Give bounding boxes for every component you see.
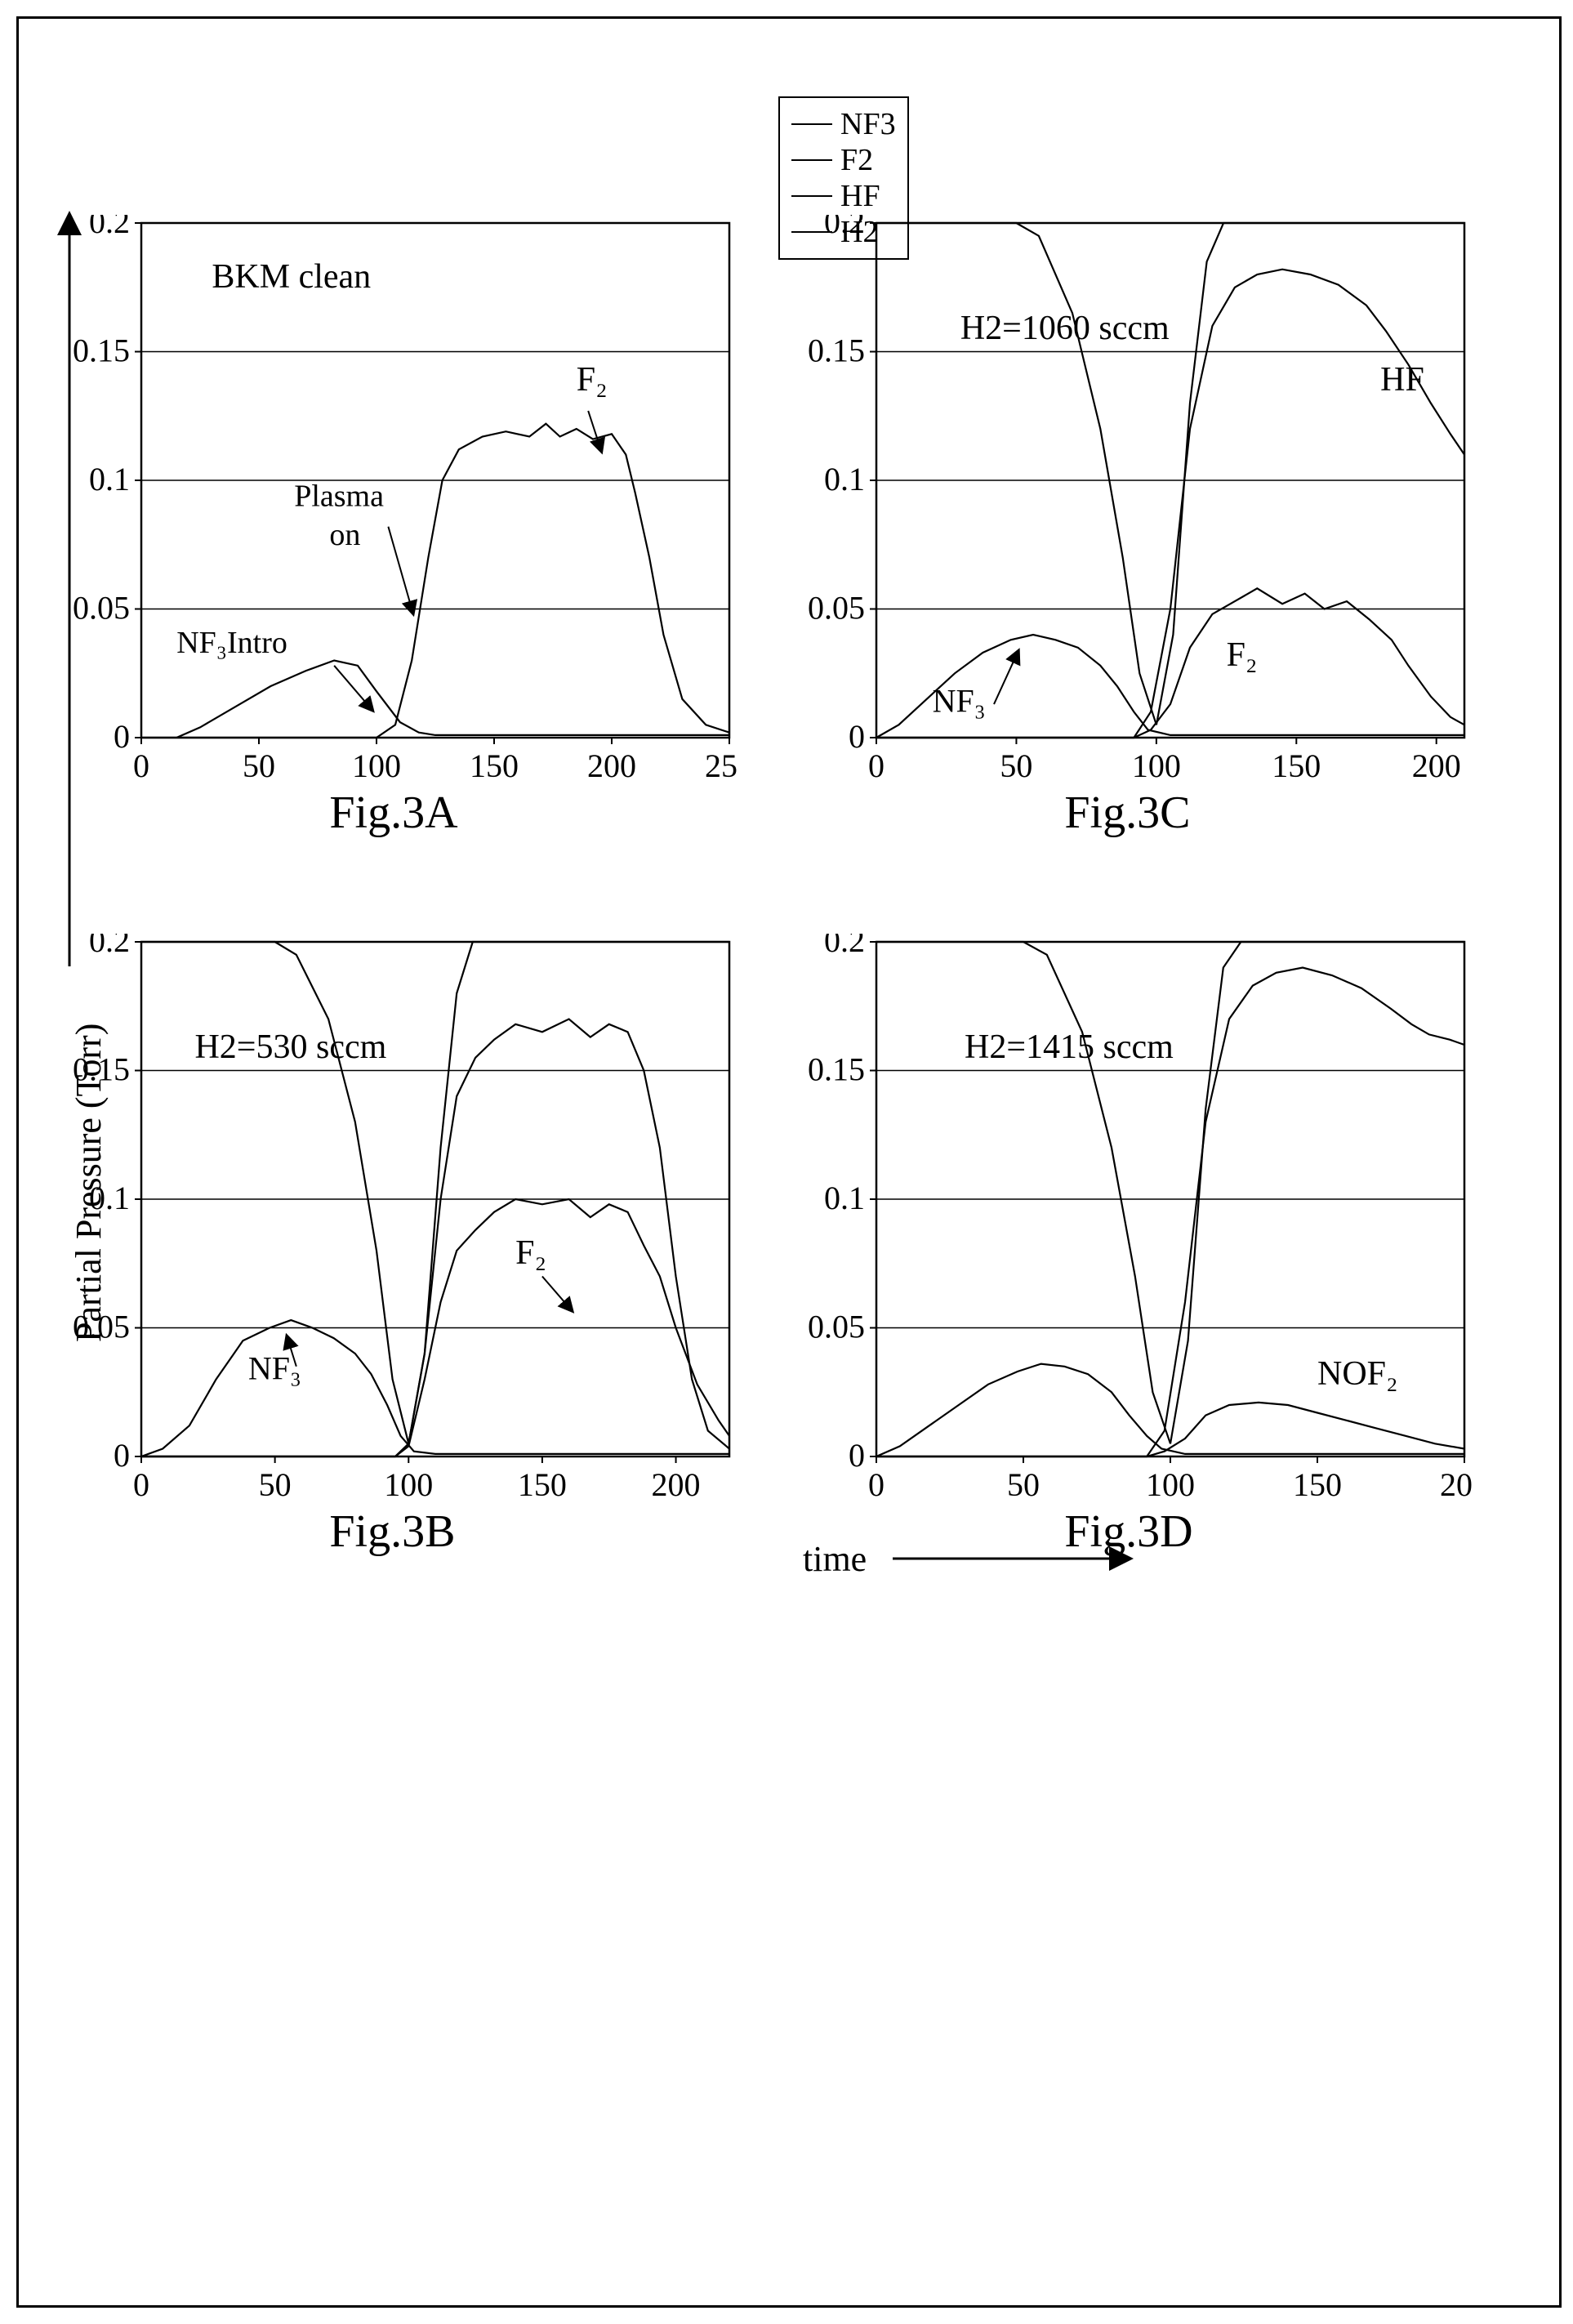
x-axis-label: time xyxy=(803,1538,867,1580)
legend-swatch-icon xyxy=(791,195,832,197)
figure-page: Partial Pressure (Torr) time NF3F2HFH2 0… xyxy=(16,16,1562,2308)
chart-annotation: BKM clean xyxy=(212,258,371,296)
svg-text:0.05: 0.05 xyxy=(808,590,865,627)
chart-annotation: F₂ xyxy=(577,361,608,399)
svg-text:0.2: 0.2 xyxy=(824,934,865,959)
svg-text:150: 150 xyxy=(1272,747,1321,784)
svg-text:0: 0 xyxy=(114,718,130,755)
figure-caption: Fig.3C xyxy=(1064,787,1190,839)
svg-text:0: 0 xyxy=(133,1466,149,1503)
svg-text:150: 150 xyxy=(470,747,519,784)
svg-text:200: 200 xyxy=(1440,1466,1473,1503)
svg-text:150: 150 xyxy=(1293,1466,1342,1503)
svg-text:200: 200 xyxy=(1412,747,1461,784)
svg-text:100: 100 xyxy=(1146,1466,1195,1503)
svg-text:200: 200 xyxy=(652,1466,701,1503)
chart-annotation: H2=1415 sccm xyxy=(965,1028,1174,1066)
series-H2 xyxy=(876,223,1464,725)
chart-annotation: H2=1060 sccm xyxy=(960,310,1170,347)
svg-text:100: 100 xyxy=(352,747,401,784)
series-F2 xyxy=(141,424,729,738)
series-F2 xyxy=(141,1019,729,1457)
svg-text:0: 0 xyxy=(133,747,149,784)
svg-text:0.15: 0.15 xyxy=(73,1051,130,1088)
svg-text:50: 50 xyxy=(243,747,275,784)
chart-annotation: NF₃Intro xyxy=(176,626,287,660)
legend-label: F2 xyxy=(840,142,873,178)
chart-annotation: NOF₂ xyxy=(1317,1355,1398,1393)
svg-text:0.05: 0.05 xyxy=(73,590,130,627)
series-NF3 xyxy=(176,661,729,738)
series-F2 xyxy=(876,1403,1464,1456)
chart-annotation: on xyxy=(329,518,360,552)
svg-text:0.2: 0.2 xyxy=(89,934,130,959)
svg-text:0: 0 xyxy=(849,1437,865,1474)
svg-text:0.15: 0.15 xyxy=(808,332,865,369)
chart-C: 0 0.05 0.1 0.15 0.2 0 50 100 150 200 H2=1060 sccm N… xyxy=(799,215,1473,795)
series-NF3 xyxy=(141,1320,729,1456)
svg-text:50: 50 xyxy=(1007,1466,1040,1503)
chart-annotation: NF₃ xyxy=(933,683,986,720)
legend-swatch-icon xyxy=(791,123,832,125)
svg-text:100: 100 xyxy=(384,1466,433,1503)
svg-text:0.15: 0.15 xyxy=(73,332,130,369)
series-H2 xyxy=(141,942,729,1443)
chart-annotation: HF xyxy=(1380,361,1424,399)
legend-label: HF xyxy=(840,178,880,214)
legend-label: NF3 xyxy=(840,106,896,142)
chart-B: 00.050.10.150.2050100150200H2=530 sccmNF… xyxy=(64,934,737,1514)
chart-D: 0 0.05 0.1 0.15 0.2 0 50 100 150 200 H2=1415 sccm N… xyxy=(799,934,1473,1514)
svg-text:0.2: 0.2 xyxy=(89,215,130,240)
svg-text:0: 0 xyxy=(868,747,885,784)
svg-text:150: 150 xyxy=(518,1466,567,1503)
figure-caption: Fig.3B xyxy=(329,1505,455,1558)
svg-text:0.1: 0.1 xyxy=(824,1180,865,1216)
legend-item: HF xyxy=(791,178,896,214)
legend-item: NF3 xyxy=(791,106,896,142)
svg-text:0.1: 0.1 xyxy=(89,461,130,497)
svg-text:0.05: 0.05 xyxy=(73,1309,130,1345)
figure-caption: Fig.3A xyxy=(329,787,457,839)
svg-text:0.1: 0.1 xyxy=(89,1180,130,1216)
chart-annotation: F₂ xyxy=(515,1234,546,1272)
svg-text:0.2: 0.2 xyxy=(824,215,865,240)
svg-text:0.1: 0.1 xyxy=(824,461,865,497)
svg-text:50: 50 xyxy=(1000,747,1032,784)
svg-text:0: 0 xyxy=(868,1466,885,1503)
svg-text:250: 250 xyxy=(705,747,737,784)
figure-caption: Fig.3D xyxy=(1064,1505,1192,1558)
svg-text:0: 0 xyxy=(114,1437,130,1474)
legend-swatch-icon xyxy=(791,159,832,161)
svg-text:100: 100 xyxy=(1132,747,1181,784)
chart-A: 0 0.05 0.1 0.15 0.2 0 50 100 150 200 250 BKM clean P… xyxy=(64,215,737,795)
chart-annotation: F₂ xyxy=(1227,636,1258,674)
svg-text:200: 200 xyxy=(587,747,636,784)
svg-text:0.15: 0.15 xyxy=(808,1051,865,1088)
svg-text:0.05: 0.05 xyxy=(808,1309,865,1345)
chart-annotation: Plasma xyxy=(294,480,384,514)
legend-item: F2 xyxy=(791,142,896,178)
chart-annotation: H2=530 sccm xyxy=(194,1028,386,1066)
svg-text:0: 0 xyxy=(849,718,865,755)
svg-text:50: 50 xyxy=(259,1466,292,1503)
